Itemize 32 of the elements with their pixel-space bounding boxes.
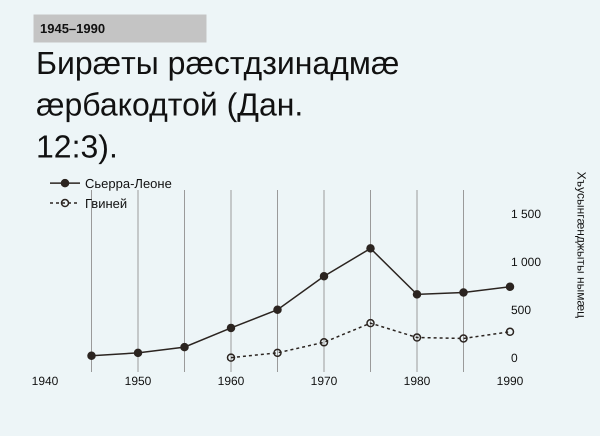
x-tick-label: 1990 [496,374,524,388]
point [506,328,514,336]
x-tick-label: 1940 [32,374,59,388]
x-tick-label: 1980 [404,374,431,388]
point [273,348,282,358]
point [366,244,375,253]
point [180,342,189,352]
chart-title: Бирæты рæстдзинадмæ æрбакодтой (Дан. 12:3). [36,45,400,164]
point [226,324,236,332]
y-axis-title: Хъусынгæнджыты нымæц [574,172,589,318]
y-tick-label: 1 000 [511,255,542,270]
point [273,305,282,314]
point [320,272,328,280]
point [459,334,468,343]
point [459,288,468,297]
chart-subtitle: 1945–1990 [40,21,106,36]
y-tick-label: 1 500 [511,207,542,222]
y-tick-label: 0 [511,350,518,365]
point [506,282,514,291]
point [366,318,375,328]
point [412,290,422,299]
point [320,338,328,347]
x-tick-label: 1970 [310,374,338,388]
point [412,333,422,342]
legend-label: Гвиней [85,196,128,212]
y-tick-label: 500 [511,302,532,317]
x-tick-label: 1950 [124,374,152,388]
x-tick-label: 1960 [218,374,245,388]
point [134,348,142,358]
point [226,353,236,362]
point [87,351,96,360]
legend-label: Сьерра-Леоне [85,176,172,192]
